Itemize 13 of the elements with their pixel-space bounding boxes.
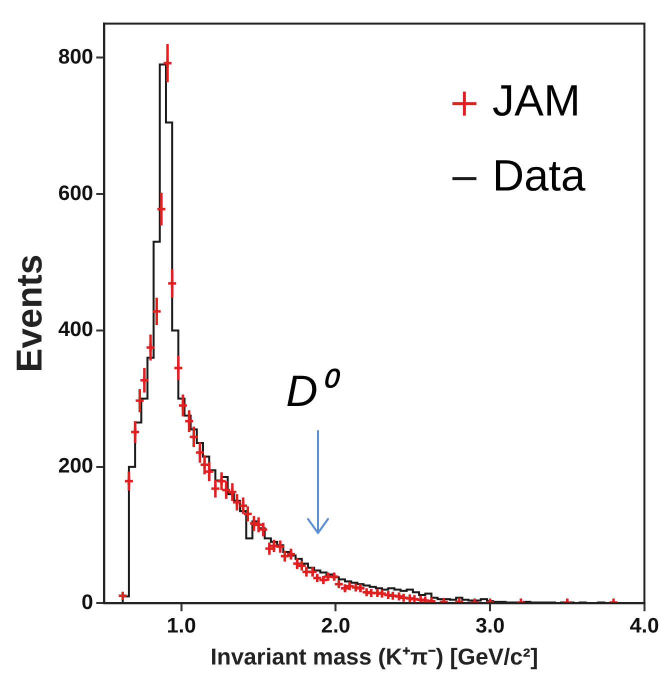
y-tick-label: 600 xyxy=(58,182,94,205)
x-tick-label: 3.0 xyxy=(475,614,505,638)
legend-label: JAM xyxy=(492,76,580,126)
x-tick-label: 2.0 xyxy=(321,614,350,638)
y-tick-label: 400 xyxy=(58,318,94,342)
y-tick-label: 0 xyxy=(82,590,94,614)
y-axis-title: Events xyxy=(8,254,50,372)
legend-label: Data xyxy=(492,152,586,201)
y-tick-label: 200 xyxy=(58,454,94,478)
x-axis-title: Invariant mass (K⁺π⁻) [GeV/c²] xyxy=(210,644,538,670)
x-tick-label: 1.0 xyxy=(166,614,196,638)
y-tick-label: 800 xyxy=(58,45,94,68)
x-tick-label: 4.0 xyxy=(630,614,660,638)
